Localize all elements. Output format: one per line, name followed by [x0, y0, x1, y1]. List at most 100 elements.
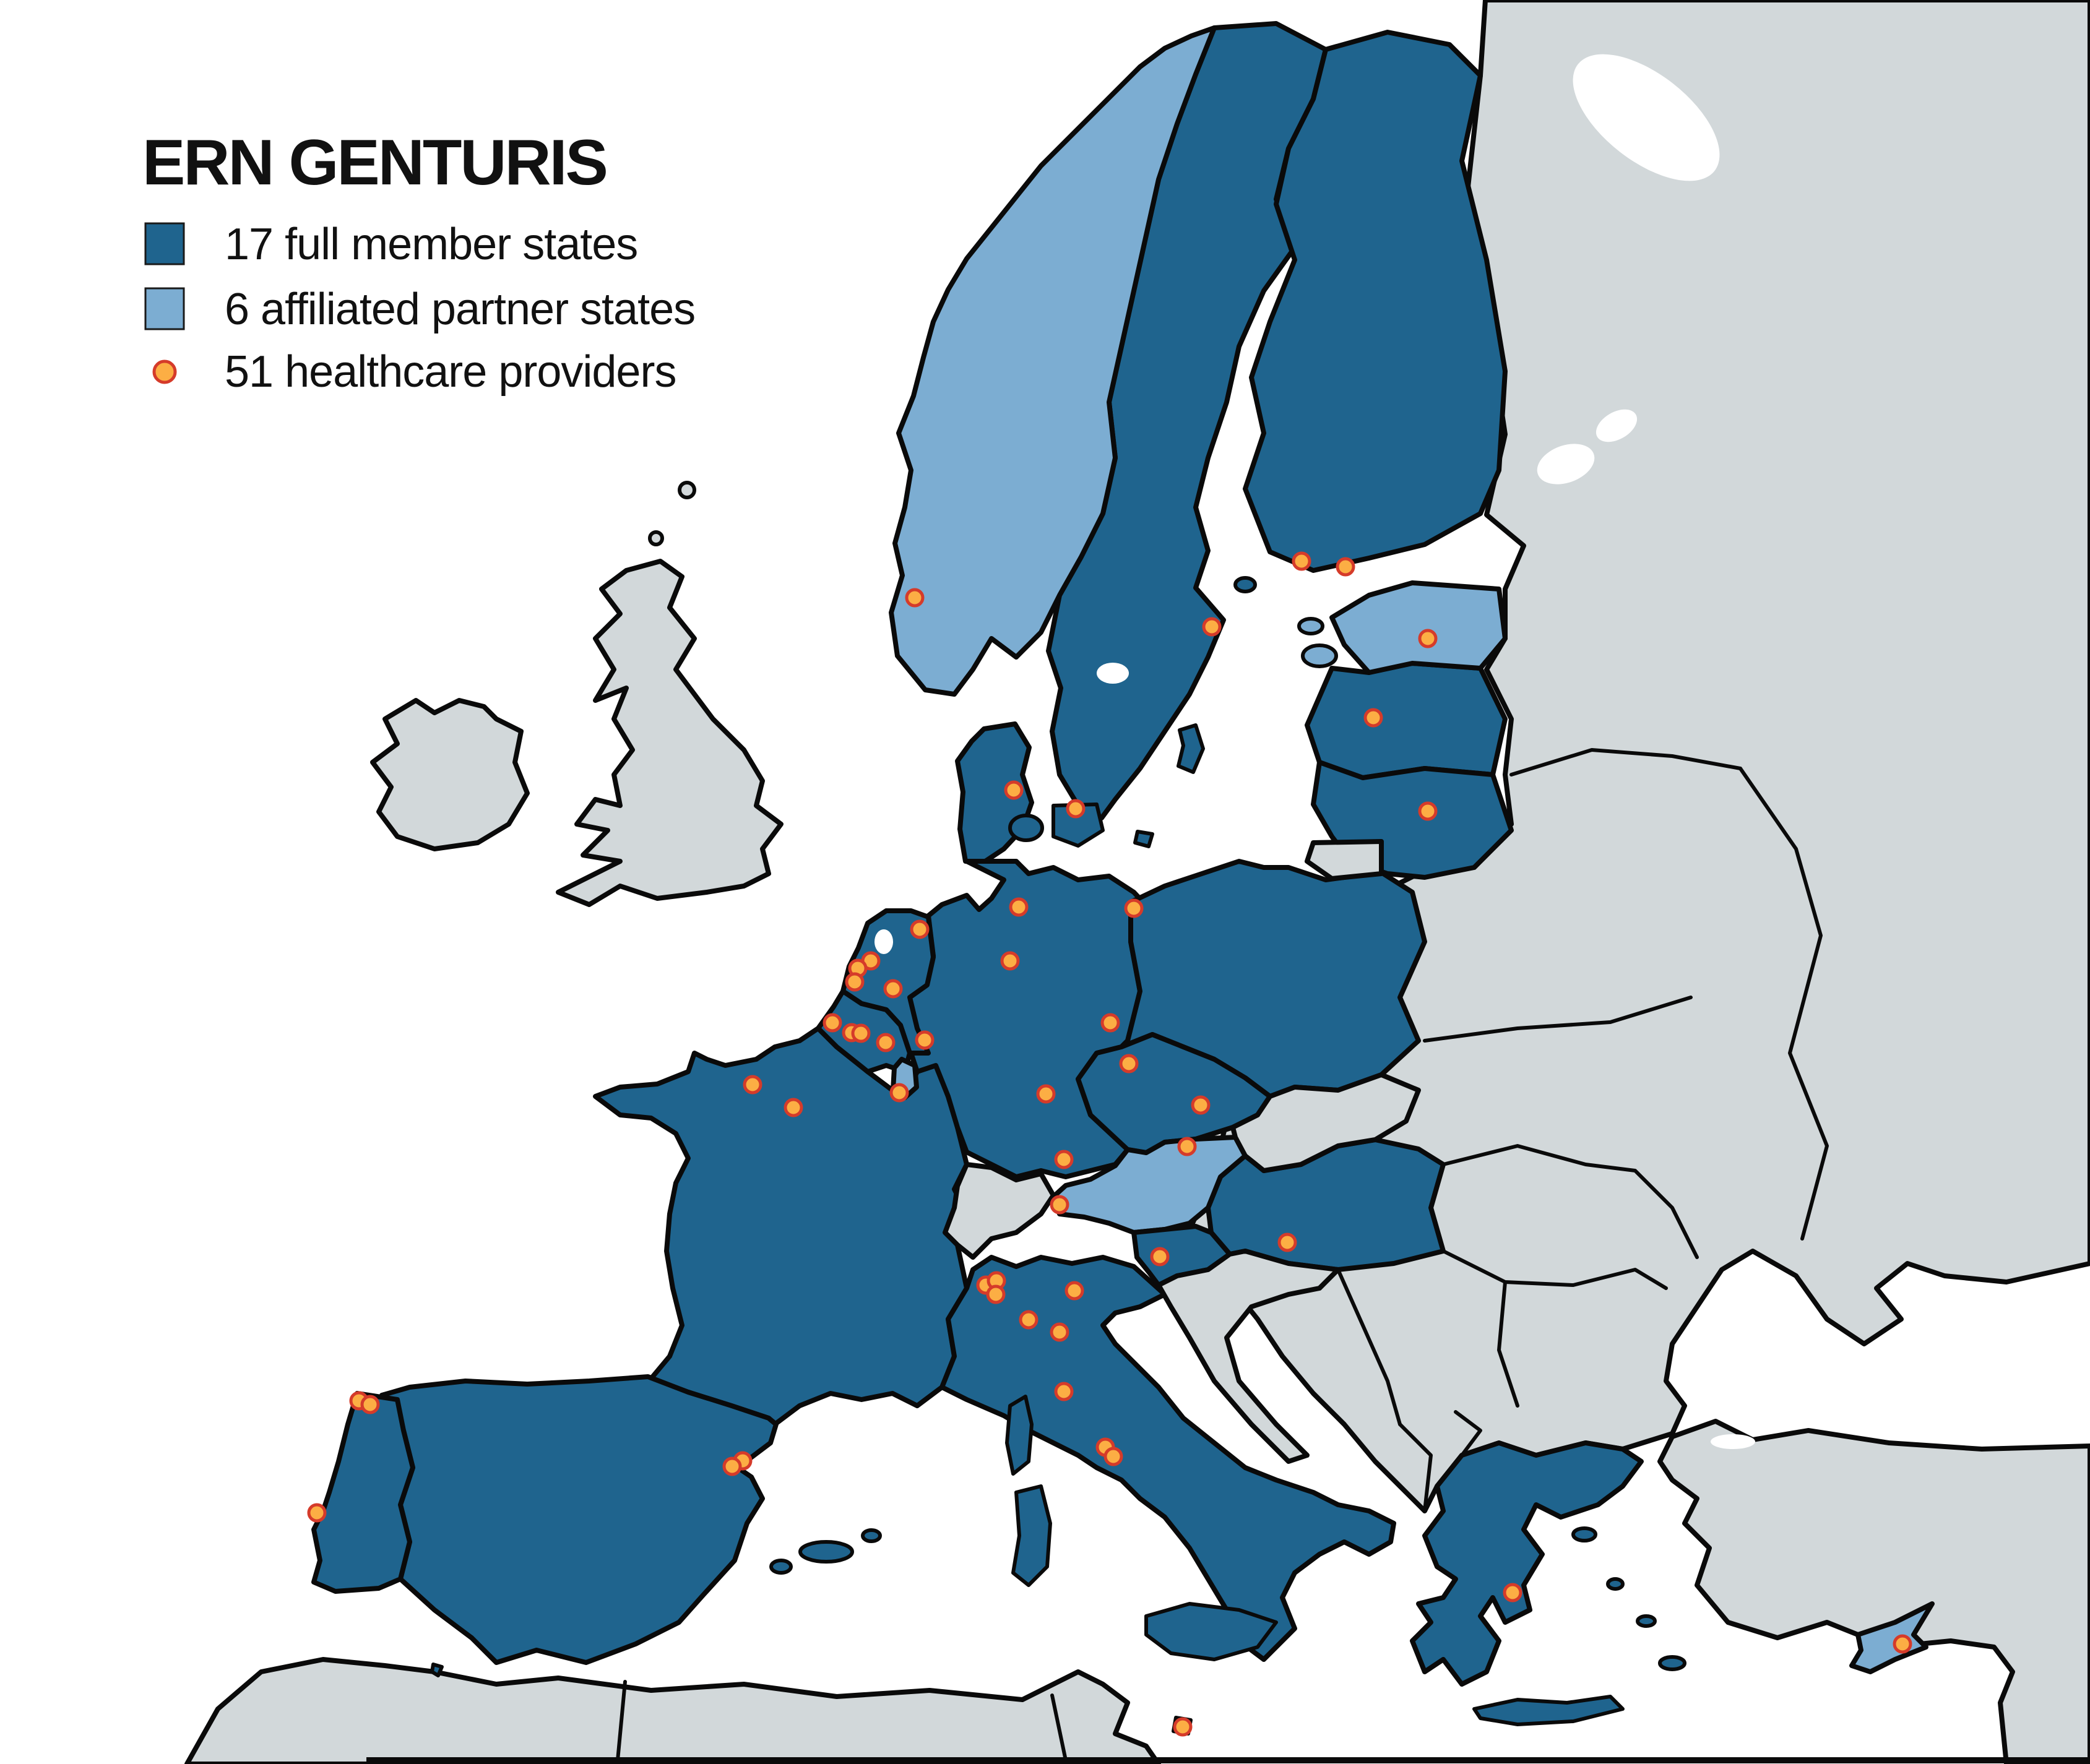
provider-dot: [1054, 1150, 1074, 1169]
provider-dot: [1418, 629, 1438, 648]
provider-dot: [1004, 780, 1024, 800]
provider-dot: [1066, 799, 1086, 819]
provider-dot: [1019, 1310, 1039, 1330]
country-estonia: [1329, 580, 1508, 675]
legend-label-full-members: 17 full member states: [225, 220, 637, 269]
legend: 17 full member states 6 affiliated partn…: [144, 220, 696, 397]
island-zealand: [1051, 802, 1105, 848]
island-shetland: [678, 481, 696, 499]
provider-dot: [1191, 1095, 1211, 1115]
country-portugal: [311, 1391, 415, 1594]
provider-dot: [1292, 551, 1311, 571]
lake-onega: [1596, 409, 1638, 442]
provider-dot: [986, 1284, 1006, 1304]
country-italy: [939, 1255, 1396, 1662]
white-sea: [1573, 54, 1720, 181]
provider-dot: [823, 1013, 842, 1033]
provider-dot: [360, 1395, 380, 1414]
island-chios: [1606, 1577, 1625, 1591]
island-menorca: [861, 1528, 882, 1543]
provider-dot: [722, 1456, 742, 1476]
border-serbia-bulgaria: [1497, 1280, 1519, 1408]
island-hiiumaa: [1297, 617, 1324, 635]
legend-swatch-full-members: [144, 222, 185, 265]
provider-dot: [851, 1023, 871, 1043]
provider-dot: [845, 972, 865, 992]
legend-swatch-provider-dot: [152, 359, 177, 384]
lake-vanern: [1097, 663, 1129, 684]
country-kaliningrad: [1305, 839, 1384, 881]
country-cyprus: [1849, 1601, 1935, 1674]
country-eastern-nonmembers: [1181, 0, 2090, 1513]
provider-dot: [915, 1030, 935, 1050]
provider-dot: [1119, 1054, 1139, 1073]
border-ukraine-romania: [1441, 1144, 1699, 1259]
provider-dot: [1336, 557, 1355, 577]
island-orkney: [648, 530, 664, 546]
provider-dot: [1177, 1137, 1197, 1156]
country-united-kingdom: [556, 559, 784, 907]
territory-gibraltar: [430, 1663, 444, 1677]
legend-label-affiliated-partners: 6 affiliated partner states: [225, 285, 695, 334]
provider-dot: [905, 588, 925, 608]
provider-dot: [1050, 1195, 1069, 1215]
country-switzerland: [943, 1162, 1056, 1260]
island-sardinia: [1011, 1484, 1052, 1587]
border-macedonia-albania: [1454, 1410, 1482, 1457]
provider-dot: [1000, 951, 1020, 971]
country-norway: [889, 25, 1217, 697]
border-bosnia-serbia: [1336, 1268, 1402, 1426]
provider-dot: [1150, 1247, 1170, 1267]
provider-dot: [307, 1503, 327, 1523]
provider-dot: [1503, 1583, 1522, 1603]
island-kos: [1636, 1614, 1657, 1628]
border-morocco-algeria: [616, 1680, 627, 1762]
provider-dot: [1893, 1634, 1912, 1654]
page-title: ERN GENTURIS: [142, 127, 607, 199]
legend-swatch-affiliated-partners: [144, 287, 185, 330]
border-algeria-tunisia: [1050, 1693, 1068, 1762]
provider-dot: [1064, 1281, 1084, 1301]
country-slovakia: [1230, 1072, 1421, 1173]
border-belarus-ukraine: [1423, 996, 1693, 1043]
island-saaremaa: [1301, 643, 1338, 668]
provider-dot: [910, 919, 930, 939]
country-north-africa: [184, 1657, 1161, 1764]
provider-dot: [1173, 1717, 1193, 1737]
country-latvia: [1305, 661, 1508, 780]
provider-dot: [1100, 1013, 1120, 1033]
island-mallorca: [798, 1540, 854, 1564]
provider-dot: [784, 1098, 803, 1117]
provider-dot: [1054, 1382, 1074, 1401]
border-romania-bulgaria: [1441, 1249, 1668, 1290]
healthcare-provider-dots: [307, 551, 1912, 1737]
provider-dot: [1418, 801, 1438, 821]
island-sicily: [1144, 1602, 1278, 1661]
country-ireland: [370, 698, 530, 851]
island-lesbos: [1571, 1526, 1597, 1542]
provider-dot: [743, 1075, 762, 1095]
country-croatia: [1156, 1249, 1341, 1464]
island-crete: [1472, 1695, 1625, 1726]
provider-dot: [1277, 1233, 1297, 1252]
provider-dot: [876, 1033, 896, 1052]
provider-dot: [1050, 1322, 1069, 1342]
provider-dot: [883, 979, 903, 999]
country-greece: [1410, 1440, 1644, 1687]
lake-ladoga: [1537, 444, 1595, 484]
provider-dot: [1036, 1084, 1056, 1104]
island-rhodes: [1658, 1655, 1686, 1671]
provider-dot: [1363, 708, 1383, 728]
border-russia-belarus: [1509, 748, 1742, 777]
sea-of-marmara: [1711, 1434, 1755, 1449]
provider-dot: [889, 1083, 909, 1103]
provider-dot: [1009, 897, 1029, 917]
island-corsica: [1005, 1395, 1034, 1476]
provider-dot: [1103, 1447, 1123, 1466]
island-gotland: [1177, 723, 1205, 774]
lake-ijsselmeer: [874, 929, 893, 954]
provider-dot: [1202, 617, 1222, 637]
border-montenegro-albania: [1398, 1422, 1433, 1513]
